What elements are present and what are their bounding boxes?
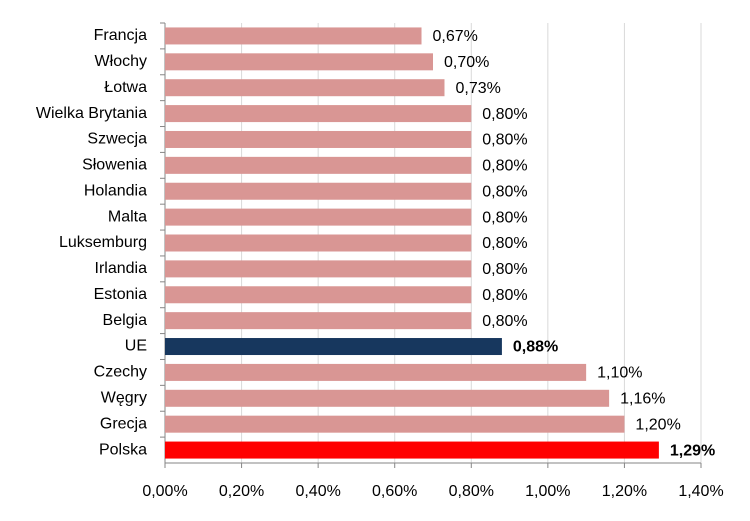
- y-tick-label: Grecja: [100, 415, 147, 432]
- x-tick-label: 0,60%: [372, 483, 417, 500]
- bar: [165, 260, 472, 278]
- value-label: 1,20%: [635, 416, 680, 433]
- y-tick-label: Polska: [99, 441, 147, 458]
- value-label: 0,73%: [455, 80, 500, 97]
- y-tick-label: Belgia: [103, 312, 148, 329]
- x-tick-label: 0,00%: [142, 483, 187, 500]
- bar: [165, 363, 587, 381]
- bar: [165, 79, 445, 97]
- y-tick-label: Holandia: [84, 182, 147, 199]
- y-tick-label: Malta: [108, 208, 147, 225]
- bar: [165, 286, 472, 304]
- bar: [165, 182, 472, 200]
- value-label: 0,80%: [482, 313, 527, 330]
- bar: [165, 234, 472, 252]
- x-tick-label: 0,40%: [295, 483, 340, 500]
- bar: [165, 208, 472, 226]
- y-tick-label: Irlandia: [95, 260, 148, 277]
- bar: [165, 338, 502, 356]
- value-label: 0,70%: [444, 54, 489, 71]
- value-label: 0,80%: [482, 287, 527, 304]
- x-tick-label: 1,20%: [602, 483, 647, 500]
- value-label: 1,29%: [670, 442, 715, 459]
- y-tick-label: UE: [125, 338, 147, 355]
- value-label: 0,80%: [482, 158, 527, 175]
- y-tick-label: Włochy: [95, 53, 147, 70]
- value-label: 0,80%: [482, 106, 527, 123]
- value-label: 0,80%: [482, 183, 527, 200]
- bar: [165, 415, 625, 433]
- x-tick-label: 0,80%: [449, 483, 494, 500]
- bar: [165, 389, 610, 407]
- bar: [165, 441, 659, 459]
- bar: [165, 105, 472, 123]
- value-label: 1,16%: [620, 391, 665, 408]
- y-tick-label: Łotwa: [104, 79, 147, 96]
- value-label: 0,80%: [482, 209, 527, 226]
- bar: [165, 53, 433, 71]
- bar: [165, 312, 472, 330]
- y-tick-label: Słowenia: [82, 157, 147, 174]
- y-tick-label: Szwecja: [87, 131, 147, 148]
- bar: [165, 27, 422, 45]
- value-label: 1,10%: [597, 365, 642, 382]
- bar: [165, 156, 472, 174]
- y-tick-label: Francja: [94, 27, 147, 44]
- y-tick-label: Czechy: [94, 364, 147, 381]
- x-tick-label: 1,40%: [678, 483, 723, 500]
- y-tick-label: Wielka Brytania: [36, 105, 147, 122]
- value-label: 0,80%: [482, 261, 527, 278]
- x-tick-label: 1,00%: [525, 483, 570, 500]
- value-label: 0,67%: [433, 28, 478, 45]
- y-tick-label: Węgry: [101, 390, 147, 407]
- value-label: 0,88%: [513, 339, 558, 356]
- bar: [165, 130, 472, 148]
- y-tick-label: Estonia: [94, 286, 147, 303]
- value-label: 0,80%: [482, 235, 527, 252]
- y-tick-label: Luksemburg: [59, 234, 147, 251]
- x-tick-label: 0,20%: [219, 483, 264, 500]
- value-label: 0,80%: [482, 132, 527, 149]
